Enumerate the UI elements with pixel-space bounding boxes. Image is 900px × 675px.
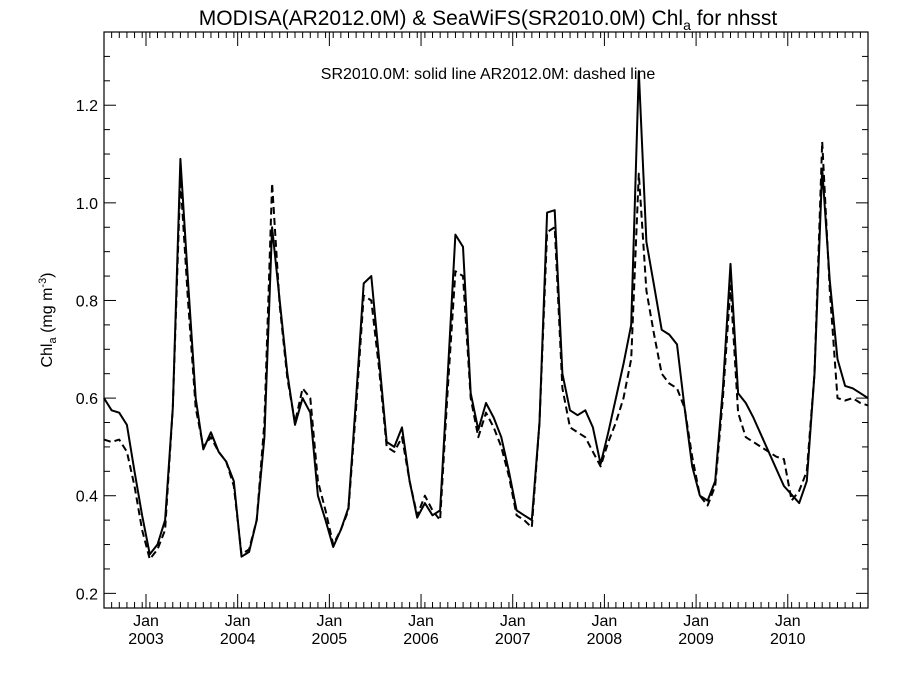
x-tick-label-year: 2003 <box>128 631 164 648</box>
x-tick-label-month: Jan <box>408 613 434 630</box>
plot-area: 0.20.40.60.81.01.2Jan2003Jan2004Jan2005J… <box>76 31 869 648</box>
y-axis-label-superscript: -3 <box>37 278 49 288</box>
chart-title-main: MODISA(AR2012.0M) & SeaWiFS(SR2010.0M) C… <box>199 7 683 30</box>
x-tick-label-year: 2005 <box>312 631 348 648</box>
y-tick-label: 1.2 <box>76 98 98 115</box>
x-tick-label-month: Jan <box>225 613 251 630</box>
x-tick-label-month: Jan <box>592 613 618 630</box>
x-tick-label-month: Jan <box>316 613 342 630</box>
x-tick-label-month: Jan <box>500 613 526 630</box>
x-tick-label-year: 2008 <box>587 631 623 648</box>
y-axis-label-main: Chl <box>39 344 56 368</box>
y-tick-label: 0.4 <box>76 489 98 506</box>
y-axis-label: Chla (mg m-3) <box>37 272 59 367</box>
legend-annotation: SR2010.0M: solid line AR2012.0M: dashed … <box>321 66 656 83</box>
chart-title: MODISA(AR2012.0M) & SeaWiFS(SR2010.0M) C… <box>199 7 778 33</box>
x-tick-label-year: 2009 <box>678 631 714 648</box>
y-tick-label: 1.0 <box>76 196 98 213</box>
series-line-ar2012-0m <box>103 140 869 561</box>
y-tick-label: 0.6 <box>76 391 98 408</box>
y-axis-label-unit-close: ) <box>39 272 56 277</box>
series-line-sr2010-0m <box>103 70 869 558</box>
plot-frame <box>103 31 869 609</box>
y-tick-label: 0.2 <box>76 586 98 603</box>
x-tick-label-month: Jan <box>775 613 801 630</box>
y-axis-label-unit: (mg m <box>39 288 56 338</box>
x-tick-label-year: 2004 <box>220 631 256 648</box>
y-axis-label-subscript: a <box>47 337 59 344</box>
x-tick-label-year: 2010 <box>770 631 806 648</box>
chart-title-subscript: a <box>683 17 691 33</box>
x-tick-label-year: 2007 <box>495 631 531 648</box>
chart-title-tail: for nhsst <box>691 7 778 30</box>
x-tick-label-month: Jan <box>683 613 709 630</box>
y-tick-label: 0.8 <box>76 293 98 310</box>
x-tick-label-month: Jan <box>133 613 159 630</box>
x-tick-label-year: 2006 <box>403 631 439 648</box>
